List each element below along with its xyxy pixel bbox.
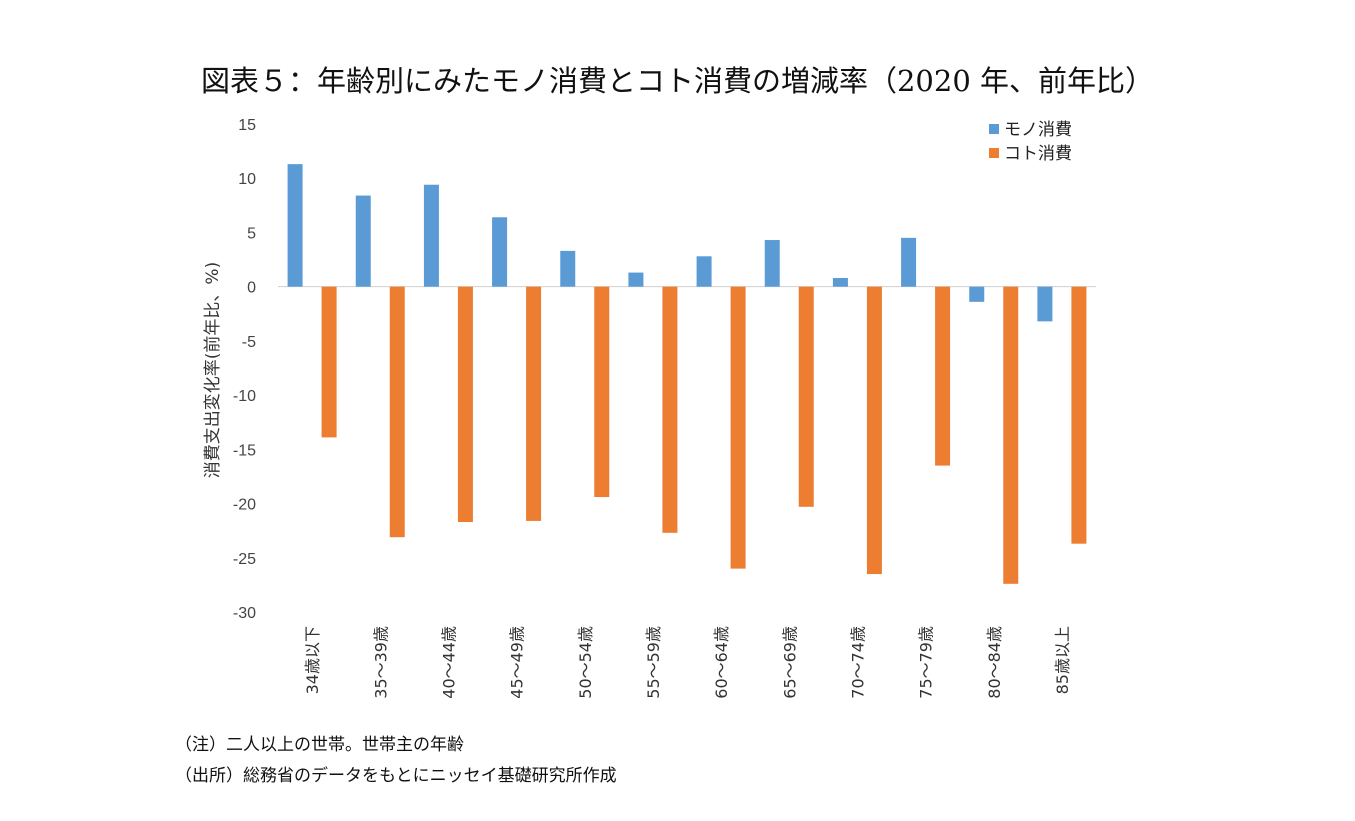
bar-koto-5 bbox=[662, 286, 678, 533]
y-tick-label: 15 bbox=[238, 117, 256, 134]
bar-koto-9 bbox=[935, 286, 951, 466]
x-category-label: 34歳以下 bbox=[303, 626, 322, 694]
y-tick-label: 10 bbox=[238, 171, 256, 188]
x-category-label: 80～84歳 bbox=[985, 626, 1004, 699]
legend-swatch bbox=[989, 148, 999, 158]
bar-mono-4 bbox=[560, 250, 576, 287]
source-text: （出所）総務省のデータをもとにニッセイ基礎研究所作成 bbox=[175, 766, 617, 786]
x-category-label: 35～39歳 bbox=[371, 626, 390, 699]
y-tick-label: -30 bbox=[233, 605, 256, 622]
y-tick-label: -5 bbox=[242, 334, 256, 351]
bar-mono-6 bbox=[696, 256, 712, 287]
legend-label: モノ消費 bbox=[1004, 120, 1072, 140]
bar-mono-9 bbox=[901, 237, 917, 287]
y-axis-ticks: 15 10 5 0 -5 -10 -15 -20 -25 -30 bbox=[233, 117, 256, 622]
bar-koto-10 bbox=[1003, 286, 1019, 584]
x-category-label: 55～59歳 bbox=[644, 626, 663, 699]
chart-title: 図表５：年齢別にみたモノ消費とコト消費の増減率（2020 年、前年比） bbox=[200, 64, 1155, 98]
x-category-label: 45～49歳 bbox=[508, 626, 527, 699]
bar-mono-7 bbox=[764, 240, 780, 287]
bar-koto-4 bbox=[594, 286, 610, 498]
x-category-label: 75～79歳 bbox=[917, 626, 936, 699]
y-tick-label: -20 bbox=[233, 497, 256, 514]
bar-mono-10 bbox=[969, 286, 985, 302]
bar-koto-1 bbox=[389, 286, 405, 538]
y-axis-label: 消費支出変化率(前年比、%) bbox=[203, 262, 223, 478]
legend-label: コト消費 bbox=[1004, 144, 1072, 164]
bar-koto-7 bbox=[798, 286, 814, 507]
bar-mono-2 bbox=[423, 184, 439, 287]
bar-koto-2 bbox=[457, 286, 473, 522]
x-category-label: 40～44歳 bbox=[439, 626, 458, 699]
bar-mono-8 bbox=[832, 277, 848, 287]
bar-koto-11 bbox=[1071, 286, 1087, 544]
bar-mono-1 bbox=[355, 195, 371, 287]
bar-mono-3 bbox=[492, 217, 508, 287]
note-text: （注）二人以上の世帯。世帯主の年齢 bbox=[175, 735, 464, 755]
bar-koto-6 bbox=[730, 286, 746, 569]
bar-mono-11 bbox=[1037, 286, 1053, 322]
x-category-label: 50～54歳 bbox=[576, 626, 595, 699]
bar-koto-0 bbox=[321, 286, 337, 438]
y-tick-label: 5 bbox=[247, 225, 256, 242]
bar-koto-3 bbox=[526, 286, 542, 521]
bar-mono-5 bbox=[628, 272, 644, 287]
bars-group bbox=[287, 164, 1087, 584]
x-category-label: 60～64歳 bbox=[712, 626, 731, 699]
y-tick-label: 0 bbox=[247, 280, 256, 297]
x-axis-labels: 34歳以下 35～39歳 40～44歳 45～49歳 50～54歳 55～59歳 60～64… bbox=[303, 626, 1072, 699]
y-tick-label: -15 bbox=[233, 442, 256, 459]
x-category-label: 85歳以上 bbox=[1053, 626, 1072, 694]
x-category-label: 70～74歳 bbox=[848, 626, 867, 699]
x-category-label: 65～69歳 bbox=[780, 626, 799, 699]
y-tick-label: -10 bbox=[233, 388, 256, 405]
y-tick-label: -25 bbox=[233, 551, 256, 568]
bar-koto-8 bbox=[866, 286, 882, 575]
legend-swatch bbox=[989, 124, 999, 134]
bar-mono-0 bbox=[287, 164, 303, 287]
